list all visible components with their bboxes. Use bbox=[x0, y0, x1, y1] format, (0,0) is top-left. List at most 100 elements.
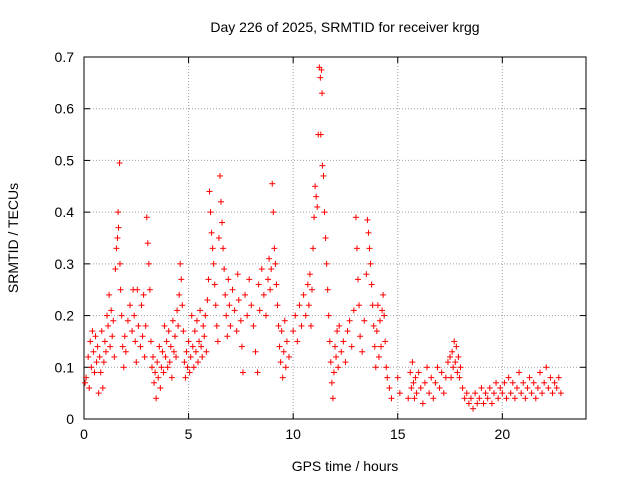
data-point bbox=[448, 374, 455, 381]
data-point bbox=[141, 353, 148, 360]
data-point bbox=[319, 90, 326, 97]
data-point bbox=[530, 379, 537, 386]
data-point bbox=[266, 255, 273, 262]
data-point bbox=[513, 384, 520, 391]
data-point bbox=[428, 374, 435, 381]
data-point bbox=[367, 260, 374, 267]
data-point bbox=[101, 338, 108, 345]
data-point bbox=[386, 384, 393, 391]
data-point bbox=[430, 395, 437, 402]
data-point bbox=[356, 302, 363, 309]
x-tick-label: 15 bbox=[390, 426, 406, 442]
data-point bbox=[499, 390, 506, 397]
y-tick-label: 0 bbox=[66, 411, 74, 427]
data-point bbox=[131, 312, 138, 319]
x-axis-label: GPS time / hours bbox=[292, 458, 399, 474]
data-point bbox=[112, 266, 119, 273]
data-point bbox=[328, 379, 335, 386]
data-point bbox=[319, 162, 326, 169]
data-point bbox=[493, 379, 500, 386]
data-point bbox=[162, 353, 169, 360]
data-point bbox=[135, 322, 142, 329]
data-point bbox=[86, 384, 93, 391]
data-point bbox=[472, 390, 479, 397]
data-point bbox=[258, 266, 265, 273]
data-points bbox=[82, 64, 564, 412]
data-point bbox=[267, 286, 274, 293]
data-point bbox=[410, 379, 417, 386]
data-point bbox=[231, 307, 238, 314]
data-point bbox=[490, 390, 497, 397]
data-point bbox=[484, 395, 491, 402]
data-point bbox=[302, 312, 309, 319]
data-point bbox=[488, 400, 495, 407]
data-point bbox=[335, 364, 342, 371]
data-point bbox=[321, 209, 328, 216]
data-point bbox=[412, 374, 419, 381]
data-point bbox=[278, 328, 285, 335]
data-point bbox=[408, 384, 415, 391]
data-point bbox=[208, 229, 215, 236]
data-point bbox=[97, 369, 104, 376]
data-point bbox=[459, 384, 466, 391]
data-point bbox=[292, 312, 299, 319]
data-point bbox=[165, 328, 172, 335]
data-point bbox=[163, 338, 170, 345]
data-point bbox=[454, 369, 461, 376]
data-point bbox=[379, 307, 386, 314]
data-point bbox=[355, 276, 362, 283]
data-point bbox=[378, 343, 385, 350]
data-point bbox=[509, 379, 516, 386]
data-point bbox=[549, 390, 556, 397]
data-point bbox=[100, 359, 107, 366]
data-point bbox=[495, 395, 502, 402]
data-point bbox=[359, 348, 366, 355]
data-point bbox=[383, 364, 390, 371]
data-point bbox=[203, 348, 210, 355]
data-point bbox=[444, 359, 451, 366]
data-point bbox=[327, 359, 334, 366]
data-point bbox=[361, 317, 368, 324]
data-point bbox=[116, 160, 123, 167]
data-point bbox=[184, 364, 191, 371]
y-tick-label: 0.7 bbox=[55, 49, 75, 65]
data-point bbox=[432, 379, 439, 386]
data-point bbox=[294, 338, 301, 345]
data-point bbox=[324, 286, 331, 293]
data-point bbox=[90, 348, 97, 355]
data-point bbox=[198, 343, 205, 350]
data-point bbox=[114, 235, 121, 241]
y-tick-label: 0.2 bbox=[55, 308, 75, 324]
data-point bbox=[105, 322, 112, 329]
data-point bbox=[434, 364, 441, 371]
chart-title: Day 226 of 2025, SRMTID for receiver krg… bbox=[210, 19, 479, 35]
data-point bbox=[175, 322, 182, 329]
data-point bbox=[447, 353, 454, 360]
data-point bbox=[237, 317, 244, 324]
data-point bbox=[188, 312, 195, 319]
data-point bbox=[183, 348, 190, 355]
data-point bbox=[281, 317, 288, 324]
data-point bbox=[244, 312, 251, 319]
data-point bbox=[255, 281, 262, 288]
data-point bbox=[332, 343, 338, 350]
data-point bbox=[88, 364, 95, 371]
data-point bbox=[273, 281, 280, 288]
data-point bbox=[323, 260, 330, 267]
x-tick-label: 5 bbox=[185, 426, 193, 442]
data-point bbox=[271, 245, 278, 252]
data-point bbox=[478, 384, 485, 391]
data-point bbox=[336, 322, 343, 329]
data-point bbox=[516, 369, 523, 376]
data-point bbox=[326, 338, 333, 345]
data-point bbox=[192, 348, 199, 355]
data-point bbox=[169, 317, 176, 324]
data-point bbox=[235, 297, 242, 304]
data-point bbox=[132, 338, 139, 345]
data-point bbox=[415, 369, 422, 376]
data-point bbox=[318, 66, 325, 73]
data-point bbox=[290, 328, 297, 335]
data-point bbox=[369, 302, 376, 309]
data-point bbox=[551, 379, 558, 386]
data-point bbox=[380, 291, 387, 298]
